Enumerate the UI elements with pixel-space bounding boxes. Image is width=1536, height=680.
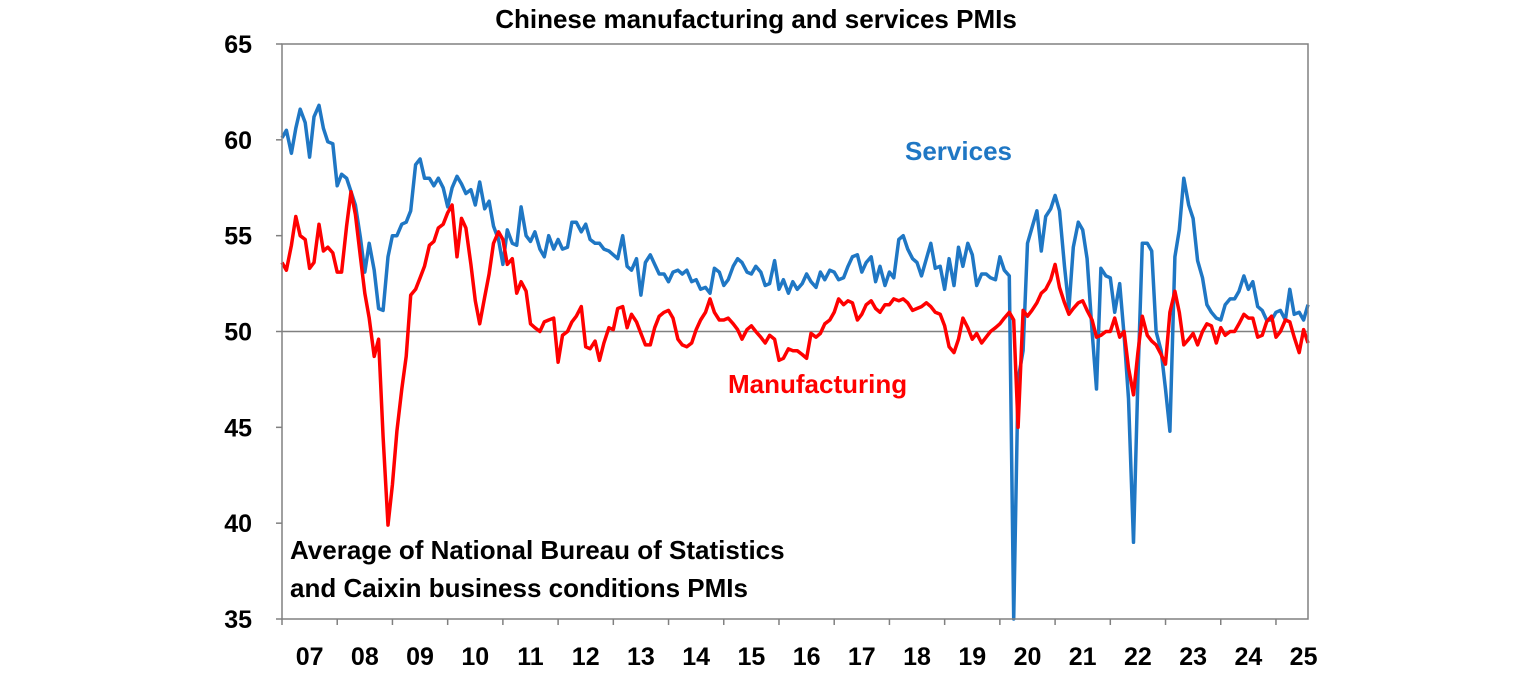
services-series-label: Services — [905, 136, 1012, 166]
y-tick-label: 35 — [224, 606, 252, 634]
x-tick-label: 14 — [682, 643, 710, 671]
x-tick-label: 11 — [517, 643, 544, 671]
y-tick-label: 50 — [224, 319, 252, 347]
manufacturing-series-line — [280, 189, 1310, 527]
annotation-line-2: and Caixin business conditions PMIs — [290, 573, 748, 603]
x-tick-label: 22 — [1124, 643, 1152, 671]
x-tick-label: 10 — [461, 643, 489, 671]
plot-frame — [281, 43, 1309, 620]
y-axis-ticks: 35 40 45 50 55 60 65 — [224, 31, 282, 634]
series-lines — [280, 103, 1310, 621]
y-tick-label: 40 — [224, 510, 252, 538]
x-tick-label: 09 — [406, 643, 434, 671]
x-tick-label: 23 — [1179, 643, 1207, 671]
manufacturing-series-label: Manufacturing — [728, 369, 907, 399]
x-tick-label: 20 — [1014, 643, 1042, 671]
y-tick-label: 60 — [224, 127, 252, 155]
x-tick-label: 13 — [627, 643, 655, 671]
y-tick-label: 55 — [224, 223, 252, 251]
y-tick-label: 45 — [224, 414, 252, 442]
services-series-line — [280, 103, 1310, 621]
x-tick-label: 15 — [737, 643, 765, 671]
x-tick-label: 19 — [958, 643, 986, 671]
x-tick-label: 12 — [572, 643, 600, 671]
x-tick-label: 16 — [793, 643, 821, 671]
x-tick-label: 24 — [1234, 643, 1262, 671]
x-tick-label: 07 — [296, 643, 324, 671]
x-tick-label: 21 — [1069, 643, 1097, 671]
x-tick-label: 25 — [1290, 643, 1318, 671]
x-tick-label: 18 — [903, 643, 931, 671]
x-axis-ticks: 07 08 09 10 11 12 13 14 15 16 17 18 19 20 21 22 23 24 25 — [281, 619, 1318, 671]
annotation-line-1: Average of National Bureau of Statistics — [290, 535, 785, 565]
x-tick-label: 17 — [848, 643, 876, 671]
y-tick-label: 65 — [224, 31, 252, 59]
x-tick-label: 08 — [351, 643, 379, 671]
chart-title: Chinese manufacturing and services PMIs — [495, 4, 1017, 34]
